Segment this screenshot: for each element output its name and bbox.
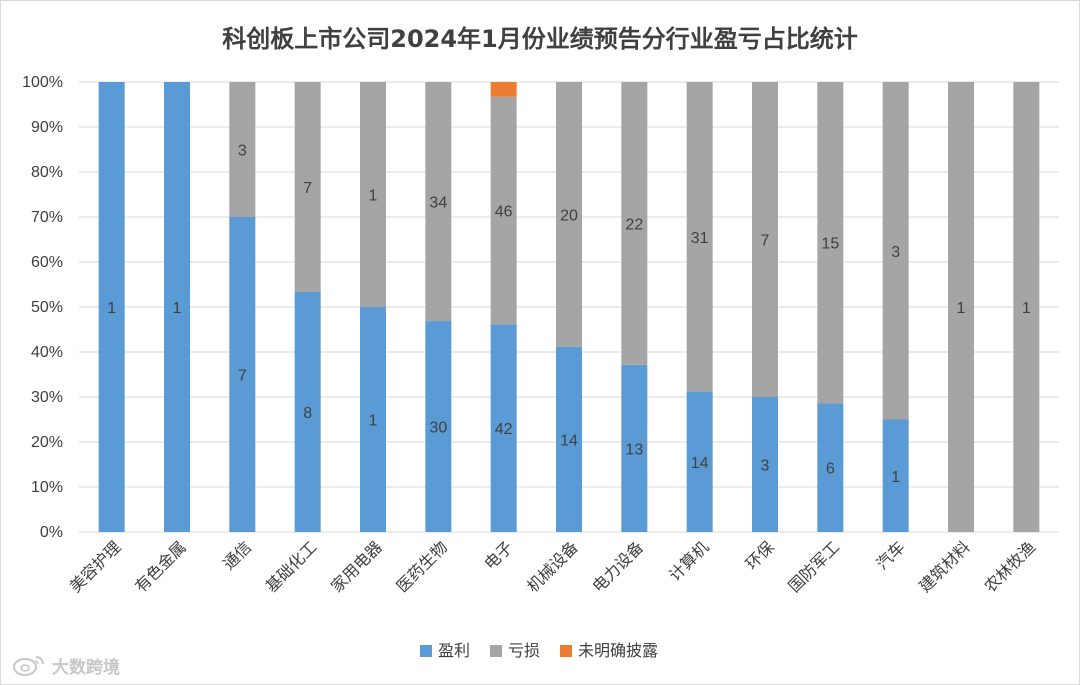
bar-segment-loss [752, 82, 778, 397]
y-tick-label: 70% [31, 209, 63, 226]
y-tick-label: 90% [31, 119, 63, 136]
x-category-label: 美容护理 [66, 537, 125, 596]
x-category-label: 计算机 [665, 537, 712, 584]
bar-segment-profit [294, 292, 321, 532]
y-tick-label: 100% [22, 74, 63, 91]
data-label-loss: 3 [238, 143, 247, 160]
data-label-profit: 14 [560, 432, 578, 449]
x-category-label: 国防军工 [784, 537, 843, 596]
y-tick-label: 60% [31, 254, 63, 271]
x-axis-categories: 美容护理 有色金属 通信 基础化工 家用电器 医药生物 电子 机械设备 电力设备 计算机 环保 国防军… [66, 537, 1039, 596]
bar-segment-profit [229, 217, 256, 532]
bar-segment-loss [1013, 82, 1040, 532]
y-tick-label: 40% [31, 344, 63, 361]
data-label-profit: 1 [891, 469, 900, 486]
bar-segment-profit [882, 419, 909, 532]
data-label-loss: 34 [429, 195, 447, 212]
data-label-profit: 3 [761, 458, 770, 475]
data-label-loss: 1 [369, 188, 378, 205]
legend-label-loss: 亏损 [508, 641, 540, 660]
data-label-loss: 1 [957, 300, 966, 317]
chart-title: 科创板上市公司2024年1月份业绩预告分行业盈亏占比统计 [222, 25, 858, 53]
x-category-label: 环保 [742, 537, 778, 573]
data-label-profit: 8 [303, 405, 312, 422]
y-tick-label: 50% [31, 299, 63, 316]
y-tick-label: 80% [31, 164, 63, 181]
y-tick-label: 0% [40, 524, 63, 541]
x-category-label: 机械设备 [523, 537, 582, 596]
x-category-label: 汽车 [872, 537, 908, 573]
data-label-profit: 42 [495, 421, 513, 438]
bar-segment-profit [752, 397, 778, 532]
legend-swatch-loss [490, 645, 502, 657]
x-category-label: 通信 [219, 537, 255, 573]
data-label-profit: 1 [369, 413, 378, 430]
x-category-label: 建筑材料 [915, 537, 974, 596]
bar-segment-profit [98, 82, 125, 532]
data-label-profit: 7 [238, 368, 247, 385]
weibo-style-logo-icon [13, 656, 44, 676]
data-label-loss: 46 [495, 204, 513, 221]
x-category-label: 家用电器 [327, 537, 386, 596]
data-label-profit: 6 [826, 461, 835, 478]
y-axis-ticks: 0% 10% 20% 30% 40% 50% 60% 70% 80% 90% 100% [22, 74, 63, 541]
data-label-loss: 22 [625, 216, 643, 233]
data-label-loss: 20 [560, 207, 578, 224]
data-label-profit: 30 [429, 420, 447, 437]
y-tick-label: 20% [31, 434, 63, 451]
bar-segment-profit [360, 307, 386, 532]
bar-segment-loss [686, 82, 713, 392]
bar-segment-unclear [490, 82, 517, 97]
data-label-profit: 14 [691, 455, 709, 472]
bar-segment-loss [882, 82, 909, 420]
data-label-loss: 31 [691, 230, 709, 247]
bar-segment-loss [229, 82, 256, 217]
bar-segment-loss [425, 82, 452, 322]
bar-segment-loss [817, 82, 844, 404]
bar-segment-profit [817, 403, 844, 532]
x-category-label: 有色金属 [131, 537, 190, 596]
data-label-loss: 3 [891, 244, 900, 261]
bar-segment-loss [621, 82, 648, 365]
bar-segment-profit [621, 364, 648, 532]
x-category-label: 电子 [480, 537, 516, 573]
data-label-profit: 1 [173, 300, 182, 317]
data-label-profit: 1 [107, 300, 116, 317]
data-label-loss: 7 [303, 180, 312, 197]
x-category-label: 医药生物 [392, 537, 451, 596]
bar-segment-loss [360, 82, 386, 307]
bar-segment-loss [948, 82, 974, 532]
bar-segment-loss [556, 82, 582, 347]
x-category-label: 基础化工 [262, 537, 321, 596]
y-tick-label: 30% [31, 389, 63, 406]
y-tick-label: 10% [31, 479, 63, 496]
data-label-loss: 7 [761, 233, 770, 250]
bar-segment-profit [164, 82, 190, 532]
bar-segment-profit [556, 346, 582, 532]
legend-swatch-unclear [560, 645, 572, 657]
bar-segment-loss [490, 96, 517, 325]
bars [98, 82, 1040, 532]
legend-label-profit: 盈利 [438, 641, 470, 660]
bar-segment-profit [425, 321, 452, 532]
bar-segment-profit [490, 324, 517, 532]
legend-swatch-profit [420, 645, 432, 657]
watermark: 大数跨境 [12, 652, 120, 678]
data-label-loss: 1 [1022, 300, 1031, 317]
bar-segment-profit [686, 392, 713, 532]
bar-segment-loss [294, 82, 321, 292]
data-label-loss: 15 [821, 236, 839, 253]
x-category-label: 农林牧渔 [980, 537, 1039, 596]
watermark-text: 大数跨境 [52, 657, 120, 678]
legend-label-unclear: 未明确披露 [578, 641, 658, 660]
x-category-label: 电力设备 [588, 537, 647, 596]
legend: 盈利 亏损 未明确披露 [420, 641, 658, 660]
data-label-profit: 13 [625, 441, 643, 458]
